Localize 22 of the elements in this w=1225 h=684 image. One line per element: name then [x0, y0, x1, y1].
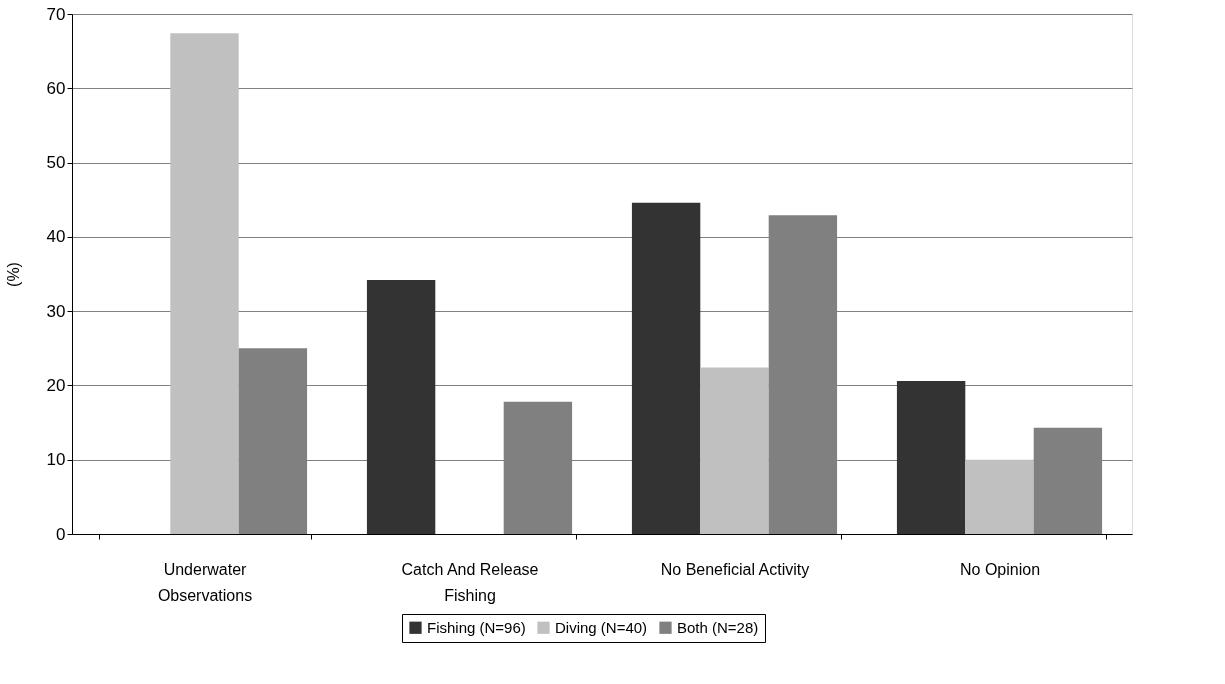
bar: [700, 367, 769, 534]
y-tick-label: 40: [46, 227, 66, 247]
y-tick-label: 60: [46, 78, 66, 98]
legend-label: Diving (N=40): [555, 618, 648, 636]
x-tick-label: No Opinion: [959, 560, 1041, 578]
y-tick-label: 20: [46, 375, 66, 395]
bar: [965, 459, 1034, 534]
x-tick-label: Catch And Release Fishing: [401, 560, 539, 604]
y-tick-label: 0: [56, 524, 66, 544]
x-tick-label: Underwater Observations: [157, 560, 253, 604]
y-axis-title: (%): [4, 262, 22, 287]
y-tick-label: 50: [46, 153, 66, 173]
y-tick-label: 30: [46, 301, 66, 321]
y-tick-label: 70: [46, 4, 66, 24]
y-tick-label: 10: [46, 450, 66, 470]
bar: [366, 279, 436, 534]
legend-label: Both (N=28): [677, 618, 759, 636]
legend-label: Fishing (N=96): [427, 618, 526, 636]
bar: [170, 33, 239, 534]
x-tick-label: No Beneficial Activity: [660, 560, 810, 578]
bar: [896, 380, 966, 534]
bar: [631, 202, 701, 534]
